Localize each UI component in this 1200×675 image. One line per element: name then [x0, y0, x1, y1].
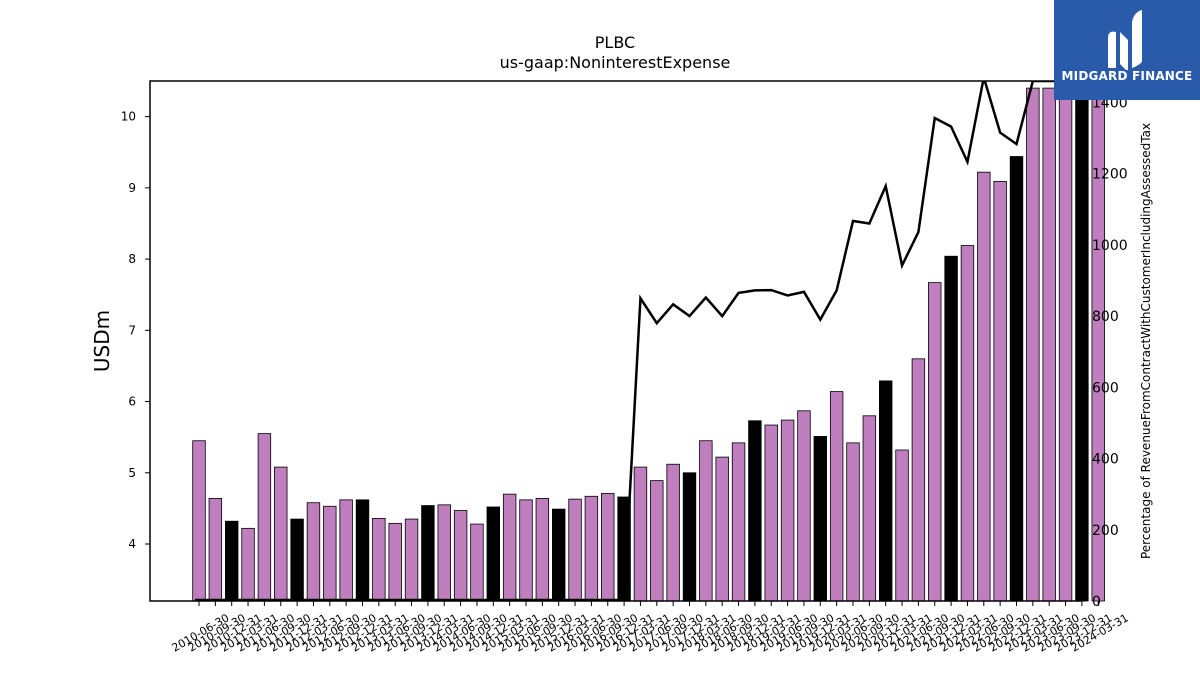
- bar-2019-12-31: [813, 436, 828, 602]
- y-left-tick-label-6: 6: [128, 395, 136, 409]
- bar-2017-06-30: [650, 480, 664, 602]
- y-right-tick-label-1200: 1200: [1092, 167, 1128, 183]
- bar-2017-12-31: [682, 472, 697, 602]
- bar-2014-09-30: [470, 523, 484, 602]
- bar-2010-12-31: [224, 520, 239, 602]
- midgard-finance-logo: MIDGARD FINANCE: [1054, 0, 1200, 100]
- bar-2017-09-30: [666, 463, 680, 602]
- bar-2015-03-31: [502, 493, 517, 602]
- logo-text: MIDGARD FINANCE: [1061, 69, 1193, 83]
- bar-2018-06-30: [715, 456, 729, 602]
- bar-2013-09-30: [404, 518, 419, 602]
- bar-2023-09-30: [1058, 87, 1073, 602]
- bar-2012-06-30: [323, 505, 337, 602]
- bar-2011-09-30: [274, 466, 288, 602]
- bar-2015-06-30: [519, 499, 533, 602]
- bar-2016-09-30: [601, 493, 615, 602]
- bar-2020-09-30: [862, 415, 877, 602]
- bar-2022-06-30: [977, 171, 991, 602]
- bar-2023-03-31: [1026, 87, 1040, 602]
- bar-2012-12-31: [355, 499, 370, 602]
- bar-2018-12-31: [748, 420, 762, 602]
- bar-2010-06-30: [192, 440, 206, 602]
- bar-2021-09-30: [928, 282, 942, 602]
- y-left-tick-label-9: 9: [128, 181, 136, 195]
- y-left-tick-label-10: 10: [121, 110, 136, 124]
- bar-2012-03-31: [306, 502, 321, 602]
- plot-frame: [149, 80, 1081, 602]
- bar-2014-03-31: [437, 504, 451, 602]
- bar-2011-06-30: [257, 433, 272, 602]
- bar-2022-03-31: [960, 245, 975, 602]
- midgard-logo-icon: [1108, 10, 1142, 70]
- chart-subtitle: us-gaap:NoninterestExpense: [500, 53, 731, 72]
- bar-2014-06-30: [453, 510, 468, 602]
- y-left-tick-label-7: 7: [128, 323, 136, 337]
- y-left-tick-label-8: 8: [128, 252, 136, 266]
- bar-2015-09-30: [535, 498, 550, 602]
- bar-2023-12-31: [1075, 87, 1089, 602]
- line-group: [195, 81, 1080, 601]
- bar-2019-09-30: [797, 410, 811, 602]
- bar-2013-12-31: [421, 505, 435, 602]
- bar-2011-03-31: [241, 527, 255, 602]
- y-axis-left-label: USDm: [90, 310, 114, 372]
- y-right-tick-label-800: 800: [1092, 309, 1119, 325]
- y-right-tick-label-600: 600: [1092, 380, 1119, 396]
- bar-2022-12-31: [1009, 156, 1024, 602]
- bar-2023-06-30: [1042, 87, 1056, 602]
- bar-2016-03-31: [568, 498, 582, 602]
- bar-2017-03-31: [633, 466, 648, 602]
- bar-2020-12-31: [879, 380, 893, 602]
- bar-2014-12-31: [486, 506, 501, 602]
- bar-2021-03-31: [895, 449, 909, 602]
- line-series: [195, 81, 1080, 601]
- bar-2011-12-31: [290, 518, 304, 602]
- bar-2013-06-30: [388, 522, 402, 602]
- bar-2020-06-30: [846, 442, 860, 602]
- bar-2018-03-31: [699, 440, 713, 602]
- y-right-tick-label-1000: 1000: [1092, 238, 1128, 254]
- bar-2022-09-30: [993, 181, 1007, 602]
- x-axis: 2010-06-302010-09-302010-12-312011-03-31…: [170, 601, 1131, 655]
- bar-2016-06-30: [584, 495, 599, 602]
- bar-2013-03-31: [372, 517, 386, 602]
- bar-2018-09-30: [731, 442, 746, 602]
- y-left-tick-label-4: 4: [128, 537, 136, 551]
- y-left-tick-label-5: 5: [128, 466, 136, 480]
- bar-2010-09-30: [208, 498, 223, 602]
- bar-2015-12-31: [552, 508, 566, 602]
- bar-2019-03-31: [764, 424, 778, 602]
- bar-2019-06-30: [780, 419, 795, 602]
- chart-title: PLBC: [595, 33, 635, 52]
- y-right-tick-label-400: 400: [1092, 452, 1119, 468]
- bar-2021-06-30: [911, 358, 926, 602]
- y-axis-right-label: Percentage of RevenueFromContractWithCus…: [1139, 123, 1153, 559]
- y-axis-left: 4 5 6 7 8 9 10: [121, 110, 150, 551]
- y-right-tick-label-0: 0: [1092, 594, 1101, 610]
- bar-2021-12-31: [944, 255, 958, 602]
- bar-2012-09-30: [339, 499, 353, 602]
- y-right-tick-label-200: 200: [1092, 523, 1119, 539]
- bar-2020-03-31: [829, 391, 844, 602]
